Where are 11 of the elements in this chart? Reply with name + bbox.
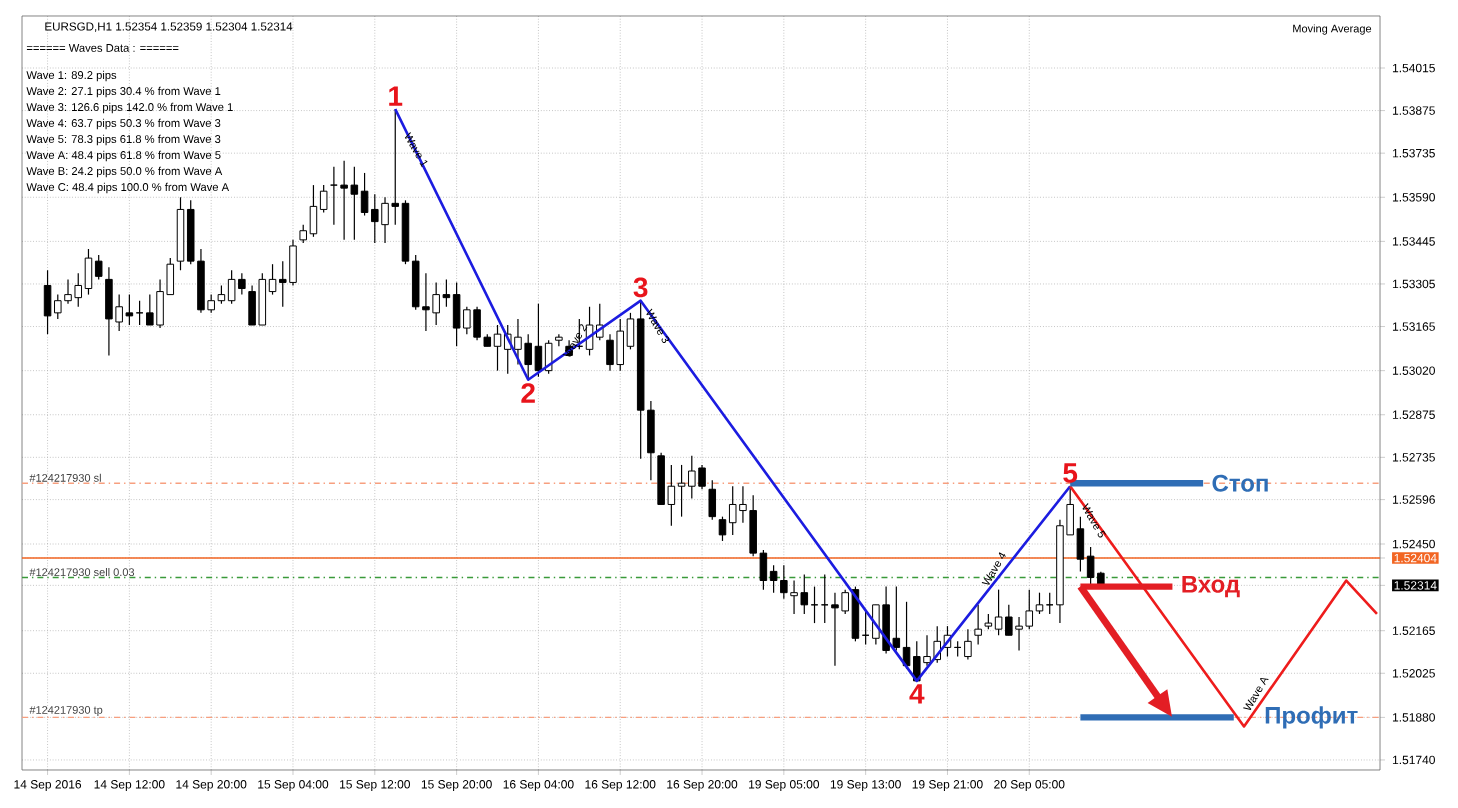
candlestick: [974, 604, 982, 645]
annotation: 3: [633, 277, 648, 298]
annotation: 5: [1063, 463, 1078, 483]
candlestick: [555, 333, 563, 347]
candlestick: [708, 479, 717, 521]
annotation: 4: [909, 684, 925, 704]
series-label: Стоп: [1212, 474, 1268, 492]
series-label: Вход: [1182, 575, 1240, 598]
annotation: 2: [521, 383, 535, 403]
series-label: Профит: [1265, 706, 1358, 729]
annotation: 1: [389, 86, 403, 106]
